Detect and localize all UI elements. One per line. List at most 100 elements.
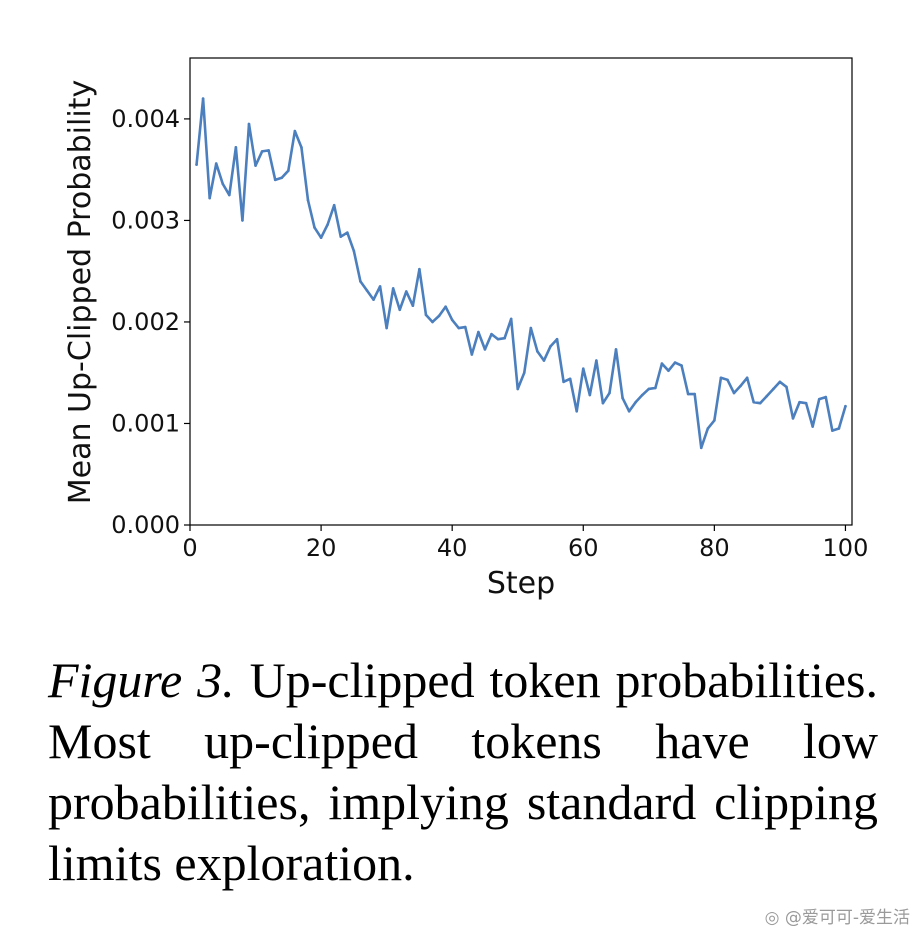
data-point <box>221 182 225 186</box>
data-point <box>647 387 651 391</box>
data-point <box>470 353 474 356</box>
data-point <box>214 162 218 165</box>
data-point <box>627 409 631 413</box>
data-point <box>654 386 657 390</box>
data-point <box>287 169 290 172</box>
data-point <box>673 361 677 364</box>
data-point <box>260 150 264 153</box>
y-axis-label: Mean Up-Clipped Probability <box>63 80 98 504</box>
data-point <box>581 367 585 370</box>
data-point <box>831 429 834 432</box>
data-point <box>516 387 520 391</box>
data-point <box>339 235 343 238</box>
data-point <box>713 419 716 422</box>
data-point <box>804 401 808 405</box>
data-point <box>391 287 395 290</box>
data-point <box>359 280 362 283</box>
data-point <box>444 305 447 309</box>
data-point <box>418 267 421 271</box>
weibo-icon: ◎ <box>764 908 780 928</box>
data-point <box>529 326 533 330</box>
data-point <box>404 290 408 293</box>
data-point <box>660 362 664 365</box>
data-point <box>208 196 211 200</box>
data-point <box>791 417 795 420</box>
data-point <box>313 226 316 229</box>
x-tick-label: 100 <box>823 534 869 562</box>
data-point <box>536 350 539 353</box>
data-point <box>693 392 696 396</box>
data-point <box>280 176 284 180</box>
y-tick-label: 0.004 <box>111 105 180 133</box>
data-point <box>352 249 356 253</box>
data-point <box>686 392 690 396</box>
data-point <box>385 326 388 330</box>
data-point <box>719 376 723 380</box>
data-point <box>319 236 323 239</box>
data-point <box>247 122 251 126</box>
data-point <box>241 219 244 222</box>
data-point <box>817 397 821 401</box>
plot-area: 0 20 40 60 80 100 0.000 0.001 0.002 0.003 0.004 <box>111 57 869 562</box>
data-point <box>739 384 742 388</box>
x-tick-label: 80 <box>699 534 730 562</box>
data-point <box>595 359 598 362</box>
data-point <box>765 394 769 398</box>
data-point <box>522 371 526 375</box>
plot-frame <box>189 57 853 526</box>
data-point <box>228 193 231 197</box>
data-point <box>437 314 441 318</box>
data-point <box>798 400 801 404</box>
data-point <box>424 313 428 317</box>
data-point <box>824 395 828 399</box>
data-point <box>542 359 546 362</box>
series-line <box>195 97 847 450</box>
data-point <box>346 231 349 234</box>
y-tick-label: 0.000 <box>111 511 180 539</box>
data-point <box>195 163 198 166</box>
watermark-text: @爱可可-爱生活 <box>784 908 910 928</box>
data-point <box>254 164 257 167</box>
y-tick-label: 0.003 <box>111 206 180 234</box>
watermark: ◎ @爱可可-爱生活 <box>765 903 910 928</box>
data-point <box>306 198 310 202</box>
data-point <box>398 308 402 312</box>
data-point <box>811 425 814 428</box>
data-point <box>608 391 611 395</box>
data-point <box>844 404 847 408</box>
data-point <box>555 337 559 341</box>
data-point <box>601 401 605 405</box>
data-point <box>450 318 454 322</box>
data-point <box>772 387 775 391</box>
data-point <box>378 285 382 288</box>
data-point <box>575 409 579 413</box>
data-point <box>785 385 788 389</box>
data-point <box>457 326 461 330</box>
data-point <box>273 178 277 182</box>
data-point <box>726 378 729 382</box>
data-point <box>496 337 500 341</box>
x-axis-label: Step <box>487 566 555 601</box>
data-point <box>640 393 644 397</box>
data-point <box>634 400 638 404</box>
y-tick-label: 0.001 <box>111 409 180 437</box>
data-point <box>752 400 755 404</box>
data-point <box>568 377 572 381</box>
data-point <box>300 146 303 149</box>
x-tick-label: 40 <box>437 534 468 562</box>
data-point <box>463 325 467 329</box>
data-point <box>732 391 736 395</box>
data-point <box>411 304 415 308</box>
data-point <box>758 401 762 405</box>
data-point <box>588 393 592 397</box>
figure-caption-label: Figure 3. <box>48 652 235 708</box>
figure-caption-text: Up-clipped token probabilities. Most up-… <box>48 652 879 891</box>
data-point <box>699 446 703 450</box>
x-tick-label: 0 <box>182 534 197 562</box>
data-point <box>667 369 670 372</box>
data-point <box>680 364 683 367</box>
data-point <box>745 376 749 380</box>
data-point <box>483 348 487 351</box>
data-point <box>562 380 565 384</box>
data-point <box>431 320 434 324</box>
